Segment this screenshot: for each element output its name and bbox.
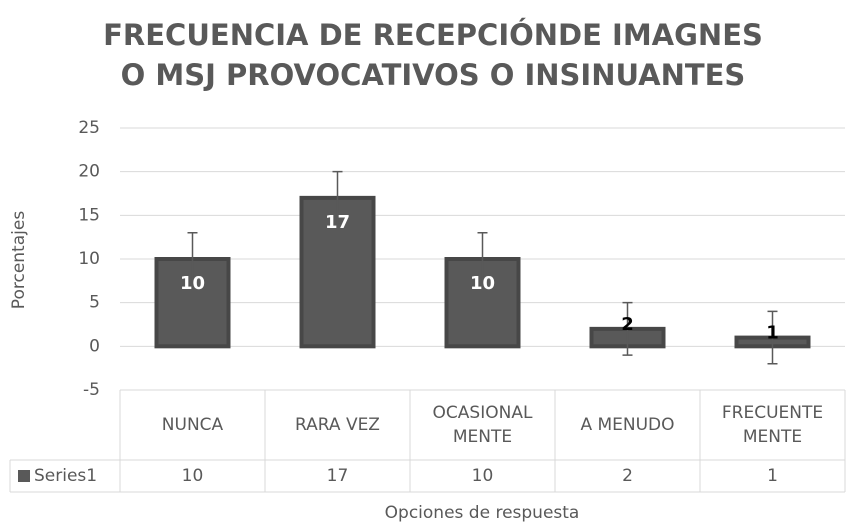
error-bar <box>332 170 343 225</box>
x-tick-label: RARA VEZ <box>295 415 380 435</box>
x-tick-label: A MENUDO <box>580 415 674 435</box>
x-tick-label: NUNCA <box>162 415 224 435</box>
x-tick-label: OCASIONAL MENTE <box>433 403 533 447</box>
data-label: 1 <box>766 323 779 344</box>
chart-title: FRECUENCIA DE RECEPCIÓNDE IMAGNES O MSJ P… <box>103 18 763 92</box>
error-bar <box>187 232 198 286</box>
data-label: 10 <box>180 273 205 294</box>
y-tick-label: 10 <box>78 249 100 269</box>
y-axis-title: Porcentajes <box>9 211 29 310</box>
error-bar <box>477 232 488 286</box>
y-tick-label: 0 <box>89 336 100 356</box>
legend-label: Series1 <box>34 466 97 486</box>
table-value: 1 <box>767 466 778 486</box>
y-tick-label: 15 <box>78 205 100 225</box>
table-value: 2 <box>622 466 633 486</box>
x-tick-label: FRECUENTE MENTE <box>722 403 823 447</box>
x-axis-title: Opciones de respuesta <box>385 503 580 523</box>
table-value: 17 <box>327 466 349 486</box>
data-label: 17 <box>325 212 350 233</box>
y-tick-label: -5 <box>83 380 100 400</box>
data-label: 10 <box>470 273 495 294</box>
error-bar <box>767 310 778 365</box>
y-tick-label: 25 <box>78 118 100 138</box>
table-value: 10 <box>182 466 204 486</box>
table-value: 10 <box>472 466 494 486</box>
y-tick-label: 20 <box>78 162 100 182</box>
legend-key <box>18 470 30 482</box>
error-bar <box>622 301 633 356</box>
data-label: 2 <box>621 314 634 335</box>
y-tick-label: 5 <box>89 293 100 313</box>
